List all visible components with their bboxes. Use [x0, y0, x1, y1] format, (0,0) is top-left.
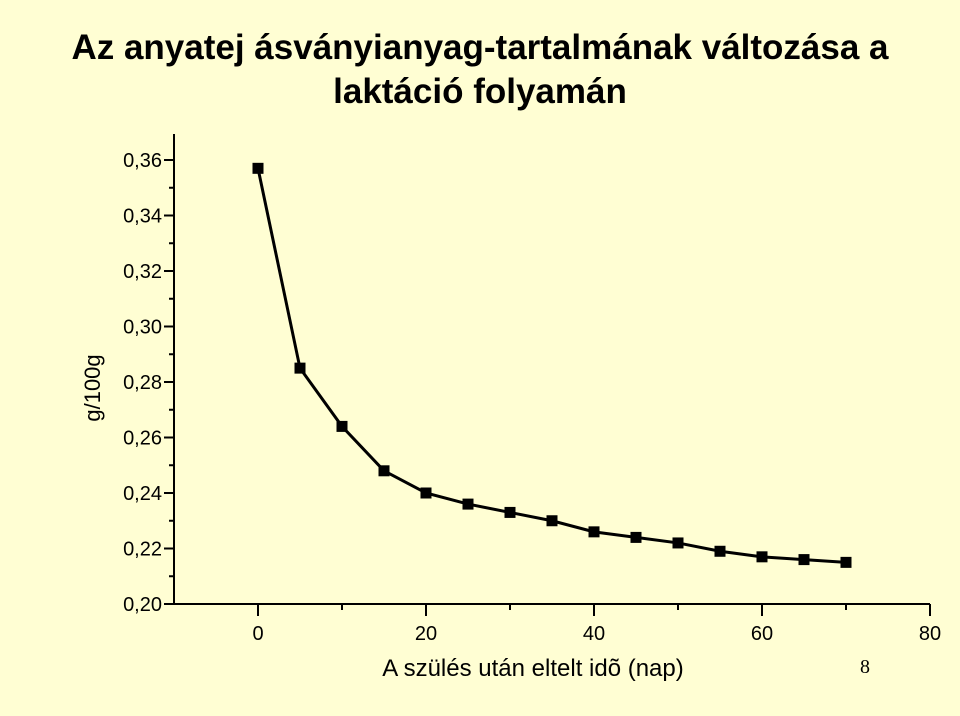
- series-line: [256, 168, 847, 564]
- data-point-marker: [756, 551, 768, 563]
- data-point-marker: [588, 526, 600, 538]
- y-tick-label: 0,22: [123, 539, 162, 561]
- x-axis-ticks: 0 20 40 60 80: [252, 604, 941, 645]
- x-tick-label: 60: [751, 623, 773, 645]
- y-tick-label: 0,24: [123, 483, 162, 505]
- y-tick-label: 0,32: [123, 261, 162, 283]
- x-tick-label: 40: [583, 623, 605, 645]
- data-point-marker: [462, 498, 474, 510]
- data-point-marker: [336, 420, 348, 432]
- data-point-marker: [672, 537, 684, 549]
- y-axis-ticks: 0,20 0,22 0,24 0,26 0,28 0,30 0,32 0,34 0,36: [123, 150, 174, 616]
- y-tick-label: 0,26: [123, 428, 162, 450]
- data-point-marker: [252, 162, 264, 174]
- data-point-marker: [294, 362, 306, 374]
- y-tick-label: 0,28: [123, 372, 162, 394]
- data-point-marker: [798, 554, 810, 566]
- y-axis-label: g/100g: [80, 354, 105, 421]
- x-tick-label: 80: [919, 623, 941, 645]
- x-tick-label: 0: [252, 623, 263, 645]
- y-tick-label: 0,20: [123, 594, 162, 616]
- chart-axes: [173, 134, 930, 605]
- slide-title: Az anyatej ásványianyag-tartalmának vált…: [71, 28, 889, 111]
- data-point-marker: [546, 515, 558, 527]
- data-series: [252, 162, 852, 568]
- x-tick-label: 20: [415, 623, 437, 645]
- data-point-marker: [714, 545, 726, 557]
- x-axis-label: A szülés után eltelt idõ (nap): [382, 655, 684, 682]
- y-tick-label: 0,36: [123, 150, 162, 172]
- y-tick-label: 0,34: [123, 206, 162, 228]
- y-tick-label: 0,30: [123, 317, 162, 339]
- data-point-marker: [630, 531, 642, 543]
- data-point-marker: [420, 487, 432, 499]
- data-point-marker: [378, 465, 390, 477]
- data-point-marker: [840, 556, 852, 568]
- data-point-marker: [504, 506, 516, 518]
- page-number: 8: [860, 656, 870, 678]
